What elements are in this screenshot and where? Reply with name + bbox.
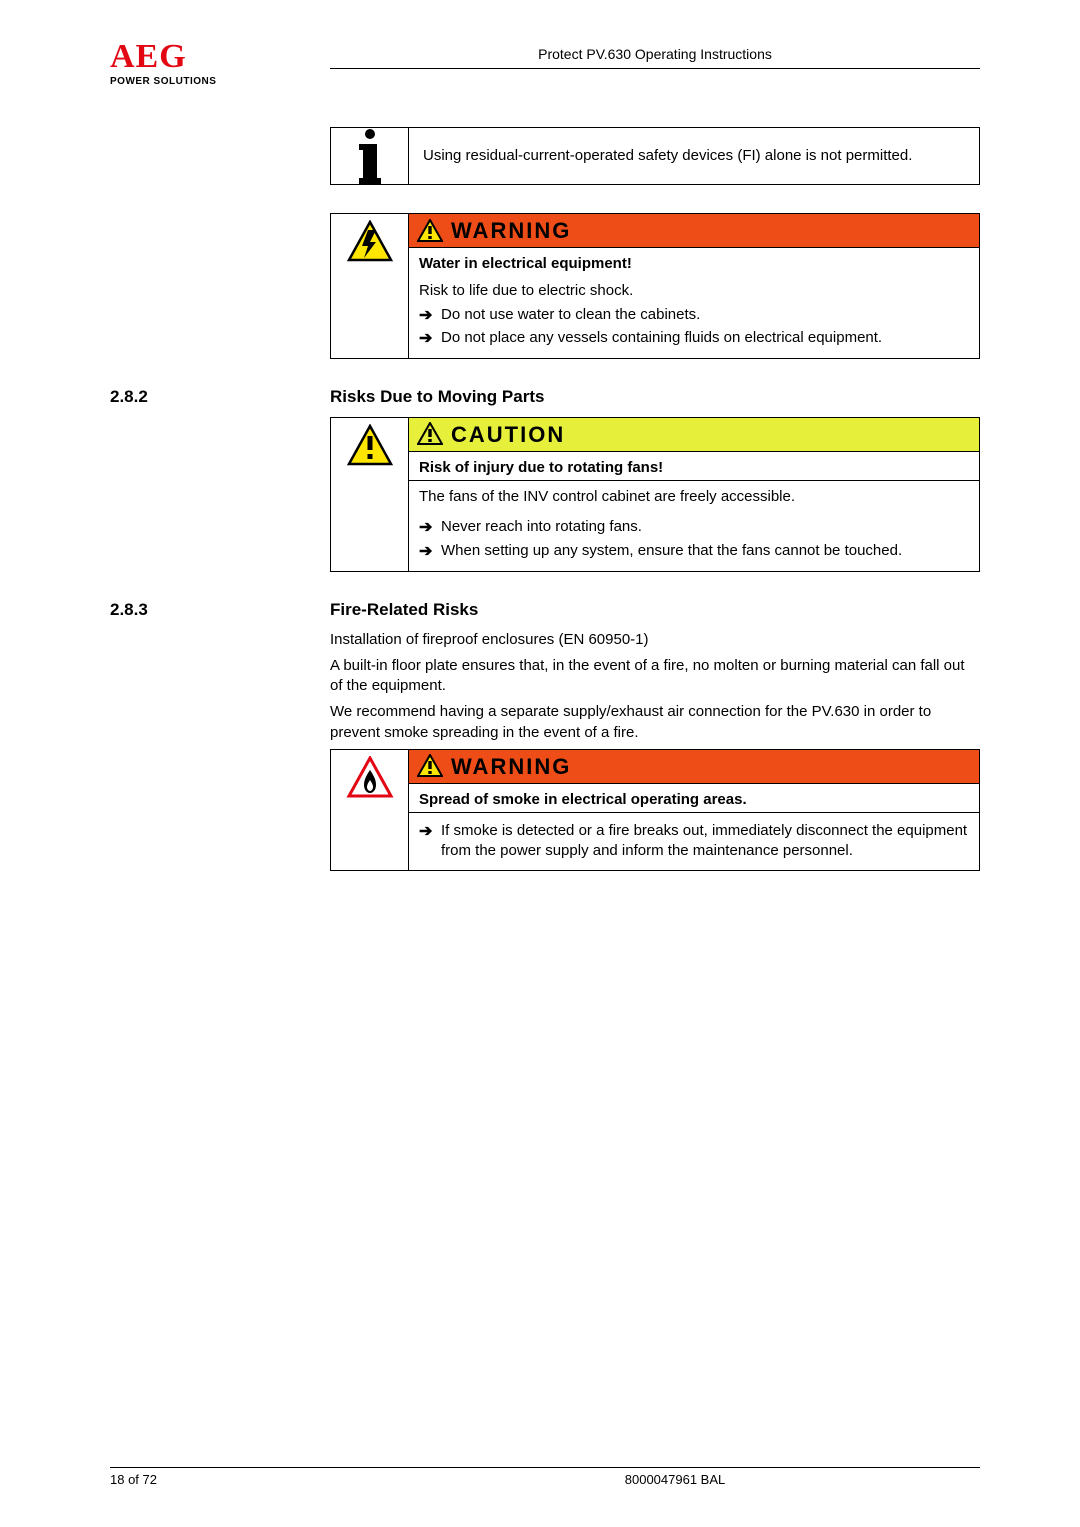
fire-para-2: A built-in floor plate ensures that, in … [330,656,980,697]
warning-triangle-icon [415,754,445,778]
caution-fans-item: ➔ When setting up any system, ensure tha… [419,541,969,563]
caution-fans-item: ➔ Never reach into rotating fans. [419,517,969,539]
arrow-icon: ➔ [419,328,441,350]
arrow-icon: ➔ [419,517,441,539]
fire-para-1: Installation of fireproof enclosures (EN… [330,630,980,650]
page-number: 18 of 72 [110,1472,370,1487]
document-title: Protect PV.630 Operating Instructions [330,40,980,69]
warning-water-intro: Risk to life due to electric shock. [419,281,969,301]
info-icon [331,128,409,184]
warning-triangle-icon [415,422,445,446]
section-heading-283: 2.8.3 Fire-Related Risks [110,600,980,620]
warning-smoke-body: ➔ If smoke is detected or a fire breaks … [409,813,979,870]
fire-hazard-icon [331,750,409,870]
electric-hazard-icon [331,214,409,358]
general-hazard-icon [331,418,409,571]
caution-fans-body: The fans of the INV control cabinet are … [409,481,979,570]
warning-water-subtitle: Water in electrical equipment! [409,248,979,274]
page-header: AEG POWER SOLUTIONS Protect PV.630 Opera… [110,40,980,87]
info-text: Using residual-current-operated safety d… [409,128,979,184]
warning-label: WARNING [451,752,571,782]
brand-logo: AEG POWER SOLUTIONS [110,40,220,87]
arrow-icon: ➔ [419,541,441,563]
warning-label: WARNING [451,216,571,246]
arrow-icon: ➔ [419,305,441,327]
logo-text: AEG [110,40,220,74]
footer-doc-id: 8000047961 BAL [370,1472,980,1487]
section-title: Risks Due to Moving Parts [330,387,544,407]
caution-banner: CAUTION [409,418,979,452]
warning-water-item: ➔ Do not place any vessels containing fl… [419,328,969,350]
fire-para-3: We recommend having a separate supply/ex… [330,702,980,743]
section-title: Fire-Related Risks [330,600,478,620]
warning-triangle-icon [415,219,445,243]
caution-fans-box: CAUTION Risk of injury due to rotating f… [330,417,980,572]
warning-smoke-item: ➔ If smoke is detected or a fire breaks … [419,821,969,862]
warning-water-body: Risk to life due to electric shock. ➔ Do… [409,275,979,358]
warning-banner: WARNING [409,750,979,784]
section-number: 2.8.3 [110,600,190,620]
info-notice-box: Using residual-current-operated safety d… [330,127,980,185]
caution-fans-subtitle: Risk of injury due to rotating fans! [409,452,979,481]
section-heading-282: 2.8.2 Risks Due to Moving Parts [110,387,980,407]
warning-water-item: ➔ Do not use water to clean the cabinets… [419,305,969,327]
arrow-icon: ➔ [419,821,441,862]
warning-banner: WARNING [409,214,979,248]
caution-label: CAUTION [451,420,565,450]
section-number: 2.8.2 [110,387,190,407]
warning-smoke-box: WARNING Spread of smoke in electrical op… [330,749,980,871]
logo-subtext: POWER SOLUTIONS [110,76,220,87]
caution-fans-intro: The fans of the INV control cabinet are … [419,487,969,507]
warning-water-box: WARNING Water in electrical equipment! R… [330,213,980,359]
warning-smoke-subtitle: Spread of smoke in electrical operating … [409,784,979,813]
page-footer: 18 of 72 8000047961 BAL [110,1467,980,1487]
